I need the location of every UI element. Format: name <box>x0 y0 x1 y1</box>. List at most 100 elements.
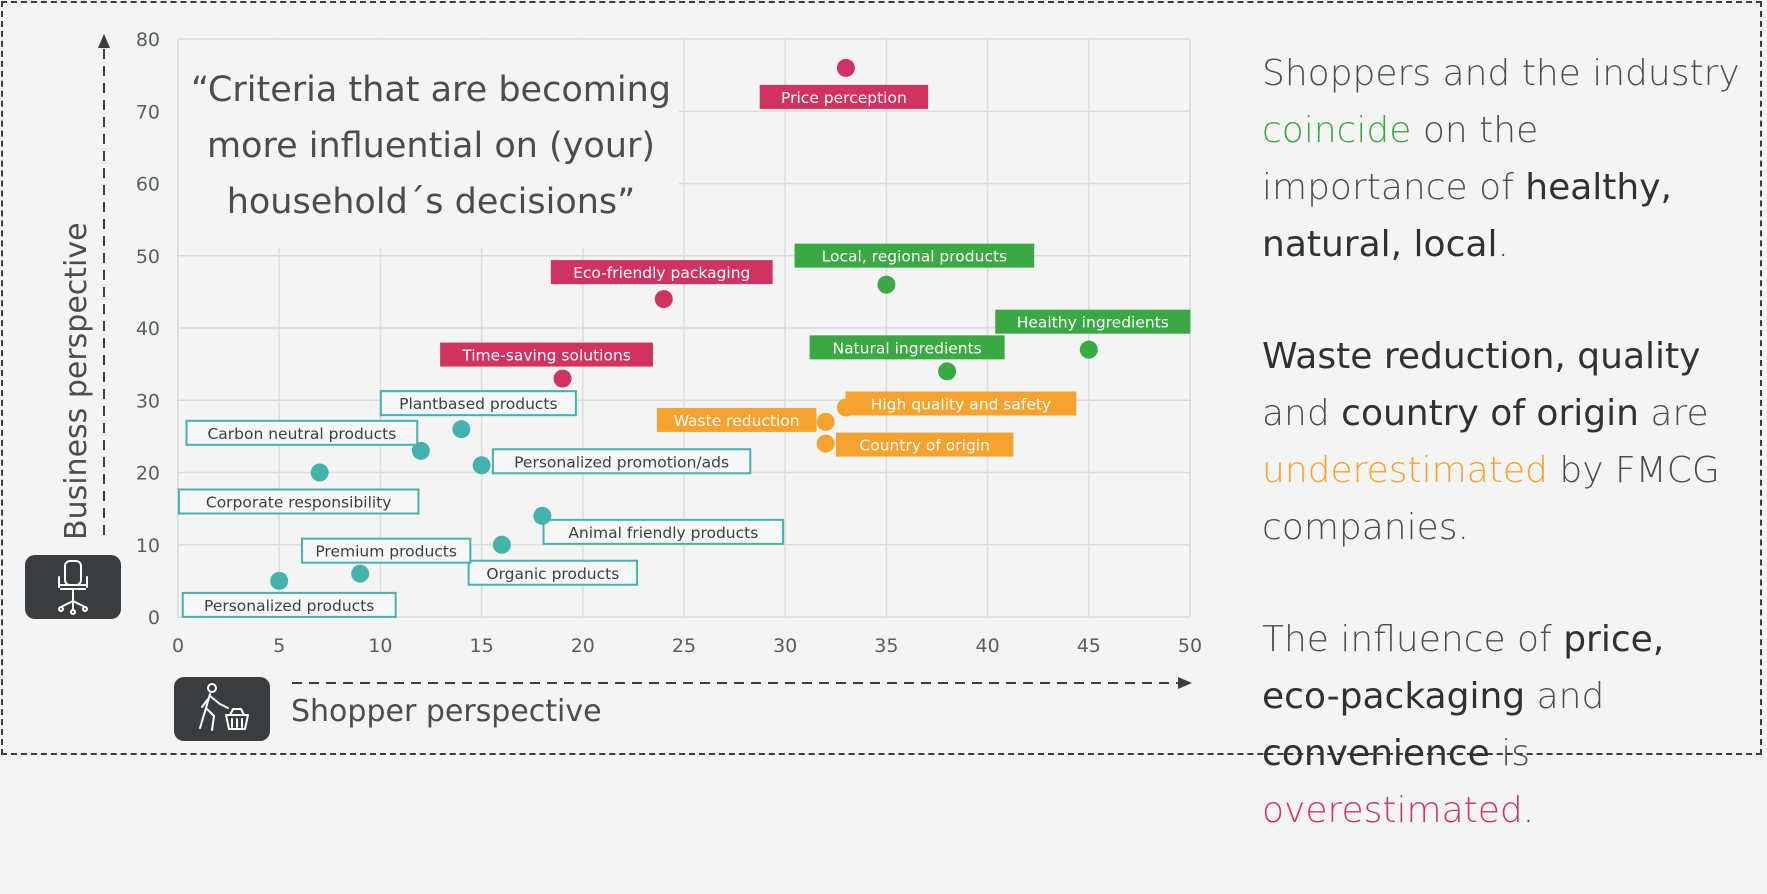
point-label: Price perception <box>781 89 907 107</box>
underestimated-highlight: underestimated <box>1262 450 1548 491</box>
point-label-box <box>759 84 929 109</box>
business-icon-box <box>25 555 121 619</box>
point-label-box <box>836 432 1014 457</box>
data-point <box>452 420 471 439</box>
point-label: Waste reduction <box>674 412 800 430</box>
point-label: Personalized promotion/ads <box>514 453 729 471</box>
dashed-frame <box>1 1 1762 755</box>
y-tick-label: 10 <box>136 535 160 557</box>
shopper-with-basket-icon <box>199 683 249 731</box>
x-tick-label: 35 <box>874 635 898 657</box>
point-label-box <box>467 559 639 586</box>
x-tick-label: 25 <box>672 635 696 657</box>
insight-text: by FMCG companies. <box>1262 450 1720 548</box>
x-tick-label: 50 <box>1178 635 1202 657</box>
y-axis-title: Business perspective <box>59 222 94 540</box>
point-label-box <box>845 391 1077 416</box>
data-point <box>938 362 957 381</box>
axes <box>98 34 1192 689</box>
insight-text: is <box>1489 733 1531 774</box>
point-label: Carbon neutral products <box>207 425 396 443</box>
office-chair-icon <box>58 560 88 615</box>
y-tick-label: 30 <box>136 390 160 412</box>
point-label: Eco-friendly packaging <box>573 264 750 282</box>
chart-title: “Criteria that are becoming more influent… <box>179 40 679 248</box>
x-tick-label: 20 <box>571 635 595 657</box>
point-label-box <box>181 591 397 618</box>
point-label-box <box>300 537 472 564</box>
waste-quality-emphasis: Waste reduction, quality <box>1262 336 1701 377</box>
y-axis-arrowhead <box>98 34 110 48</box>
point-label-box <box>177 488 420 515</box>
x-tick-label: 30 <box>773 635 797 657</box>
data-point <box>816 434 835 453</box>
data-point <box>654 290 673 309</box>
point-label: High quality and safety <box>871 395 1051 413</box>
point-label: Healthy ingredients <box>1017 314 1169 332</box>
y-tick-label: 80 <box>136 29 160 51</box>
insight-text: and <box>1262 393 1342 434</box>
overestimated-highlight: overestimated <box>1262 790 1523 831</box>
insight-coincide: Shoppers and the industry coincide on th… <box>1262 45 1742 273</box>
axis-ticks: 0 5 10 15 20 25 30 35 40 45 50 0 10 20 30 40 50 60 70 80 <box>136 29 1202 657</box>
data-point <box>877 275 896 294</box>
insight-text: and <box>1525 676 1605 717</box>
chart-title-line: more influential on (your) <box>207 126 655 166</box>
point-label-box <box>542 518 785 545</box>
insight-text: Shoppers and the industry <box>1262 53 1740 94</box>
insight-text: . <box>1497 224 1509 265</box>
point-label-box <box>656 407 817 432</box>
x-tick-label: 40 <box>976 635 1000 657</box>
point-label: Local, regional products <box>822 248 1007 266</box>
insight-underestimated: Waste reduction, quality and country of … <box>1262 328 1742 556</box>
y-tick-label: 0 <box>148 607 160 629</box>
data-point <box>270 571 289 590</box>
point-label-box <box>379 390 577 417</box>
point-label-box <box>809 335 1005 360</box>
healthy-natural-local-emphasis: healthy, natural, local <box>1262 167 1672 265</box>
insight-overestimated: The influence of price, eco-packaging an… <box>1262 611 1742 839</box>
data-point <box>836 58 855 77</box>
point-label-box <box>794 243 1035 268</box>
point-label-box <box>185 419 419 446</box>
chart-title-line: “Criteria that are becoming <box>191 70 671 110</box>
y-tick-label: 20 <box>136 463 160 485</box>
data-point <box>553 369 572 388</box>
point-label: Animal friendly products <box>568 524 758 542</box>
x-axis-arrowhead <box>1178 677 1192 689</box>
data-point <box>1079 340 1098 359</box>
data-point <box>351 564 370 583</box>
data-point <box>310 463 329 482</box>
insight-text: The influence of <box>1262 619 1564 660</box>
data-point <box>492 535 511 554</box>
point-label: Premium products <box>315 543 457 561</box>
scatter-chart: “Criteria that are becoming more influent… <box>59 29 1202 729</box>
point-label: Country of origin <box>859 437 990 455</box>
insight-text: on the importance of <box>1262 110 1539 208</box>
insights-panel: Shoppers and the industry coincide on th… <box>1262 45 1742 894</box>
point-label: Corporate responsibility <box>206 494 392 512</box>
point-label: Time-saving solutions <box>461 347 631 365</box>
price-eco-packaging-emphasis: price, eco-packaging <box>1262 619 1665 717</box>
y-tick-label: 70 <box>136 101 160 123</box>
country-of-origin-emphasis: country of origin <box>1341 393 1639 434</box>
y-tick-label: 50 <box>136 246 160 268</box>
title-background <box>179 40 679 248</box>
data-point <box>816 412 835 431</box>
data-point <box>533 506 552 525</box>
point-label: Personalized products <box>204 597 374 615</box>
x-tick-label: 0 <box>172 635 184 657</box>
y-tick-label: 40 <box>136 318 160 340</box>
x-tick-label: 10 <box>368 635 392 657</box>
convenience-emphasis: convenience <box>1262 733 1490 774</box>
data-point <box>411 441 430 460</box>
insight-text: . <box>1522 790 1535 831</box>
insight-text: are <box>1638 393 1709 434</box>
y-tick-label: 60 <box>136 174 160 196</box>
point-label: Plantbased products <box>399 395 557 413</box>
x-tick-label: 15 <box>470 635 494 657</box>
point-label-box <box>995 309 1191 334</box>
data-point <box>472 456 491 475</box>
coincide-highlight: coincide <box>1262 110 1412 151</box>
x-tick-label: 45 <box>1077 635 1101 657</box>
